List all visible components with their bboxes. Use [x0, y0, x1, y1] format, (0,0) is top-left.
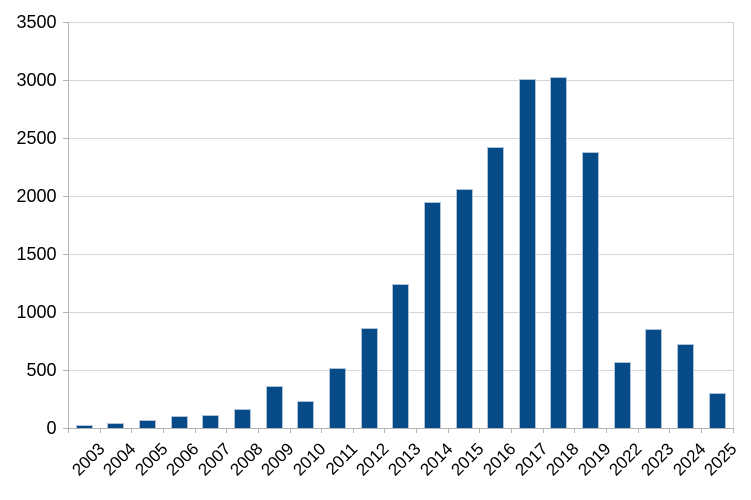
y-gridline	[68, 79, 733, 81]
x-tick	[669, 428, 671, 433]
bar-2022	[613, 362, 631, 428]
bar-2013	[392, 284, 410, 428]
x-tick	[352, 428, 354, 433]
x-tick	[732, 428, 734, 433]
x-tick	[226, 428, 228, 433]
y-tick-label: 500	[26, 360, 57, 380]
bar-2014	[423, 202, 441, 428]
x-tick	[194, 428, 196, 433]
y-tick-label: 1000	[16, 302, 57, 322]
x-tick	[700, 428, 702, 433]
bar-2011	[328, 368, 346, 428]
x-tick-label: 2008	[226, 439, 267, 480]
x-tick-label: 2004	[99, 439, 140, 480]
bar-2018	[550, 77, 568, 428]
x-tick-label: 2006	[162, 439, 203, 480]
x-tick-label: 2017	[510, 439, 552, 480]
x-tick	[162, 428, 164, 433]
y-tick-label: 3500	[16, 12, 57, 32]
bar-2024	[677, 344, 695, 428]
y-tick-label: 2000	[16, 186, 57, 206]
bar-2003	[75, 425, 93, 428]
x-tick-label: 2024	[669, 439, 710, 480]
x-tick-label: 2015	[447, 439, 488, 480]
x-tick	[479, 428, 481, 433]
x-tick-label: 2009	[257, 439, 298, 480]
bar-2005	[139, 420, 157, 428]
x-tick	[321, 428, 323, 433]
x-axis-line	[62, 427, 733, 429]
x-tick	[99, 428, 101, 433]
x-tick-label: 2023	[637, 439, 678, 480]
x-tick	[68, 428, 69, 433]
x-tick-label: 2003	[67, 439, 109, 480]
bar-2016	[487, 147, 505, 428]
bar-2008	[234, 409, 252, 428]
y-tick-label: 0	[46, 418, 57, 438]
y-tick	[62, 21, 69, 23]
y-gridline	[68, 253, 733, 255]
x-tick-label: 2014	[415, 439, 457, 480]
x-tick-label: 2016	[479, 439, 520, 480]
y-tick	[62, 79, 69, 81]
x-tick	[289, 428, 291, 433]
x-tick	[416, 428, 418, 433]
plot-border-right	[732, 22, 734, 428]
x-tick-label: 2013	[384, 439, 425, 480]
bar-2009	[265, 386, 283, 428]
bar-2007	[202, 415, 220, 428]
x-tick	[257, 428, 259, 433]
x-tick-label: 2005	[131, 439, 172, 480]
x-tick-label: 2022	[605, 439, 646, 480]
y-gridline	[68, 21, 733, 23]
x-tick	[447, 428, 449, 433]
bar-2017	[518, 79, 536, 428]
x-tick	[542, 428, 544, 433]
x-tick	[605, 428, 607, 433]
bar-2025	[708, 393, 726, 428]
bar-2010	[297, 401, 315, 428]
x-tick	[637, 428, 639, 433]
x-tick-label: 2011	[321, 439, 362, 479]
y-tick-label: 3000	[16, 70, 57, 90]
x-tick	[511, 428, 512, 433]
x-tick-label: 2025	[700, 439, 741, 480]
bar-2012	[360, 328, 378, 428]
y-tick	[62, 311, 69, 313]
x-tick-label: 2019	[574, 439, 615, 480]
y-tick-label: 1500	[16, 244, 57, 264]
x-tick-label: 2007	[194, 439, 235, 480]
bar-2023	[645, 329, 663, 428]
x-tick	[574, 428, 576, 433]
y-tick	[62, 369, 69, 371]
y-tick	[62, 195, 69, 197]
y-gridline	[68, 137, 733, 139]
bar-2019	[582, 152, 600, 428]
bar-2015	[455, 189, 473, 428]
y-axis-line	[68, 22, 69, 433]
y-tick	[62, 253, 69, 255]
y-tick	[62, 137, 69, 139]
x-tick-label: 2012	[352, 439, 393, 480]
bar-2006	[170, 416, 188, 428]
y-tick-label: 2500	[16, 128, 57, 148]
bar-2004	[107, 423, 125, 428]
y-gridline	[68, 195, 733, 197]
x-tick	[384, 428, 386, 433]
x-tick-label: 2018	[542, 439, 583, 480]
x-tick-label: 2010	[289, 439, 330, 480]
x-tick	[131, 428, 133, 433]
